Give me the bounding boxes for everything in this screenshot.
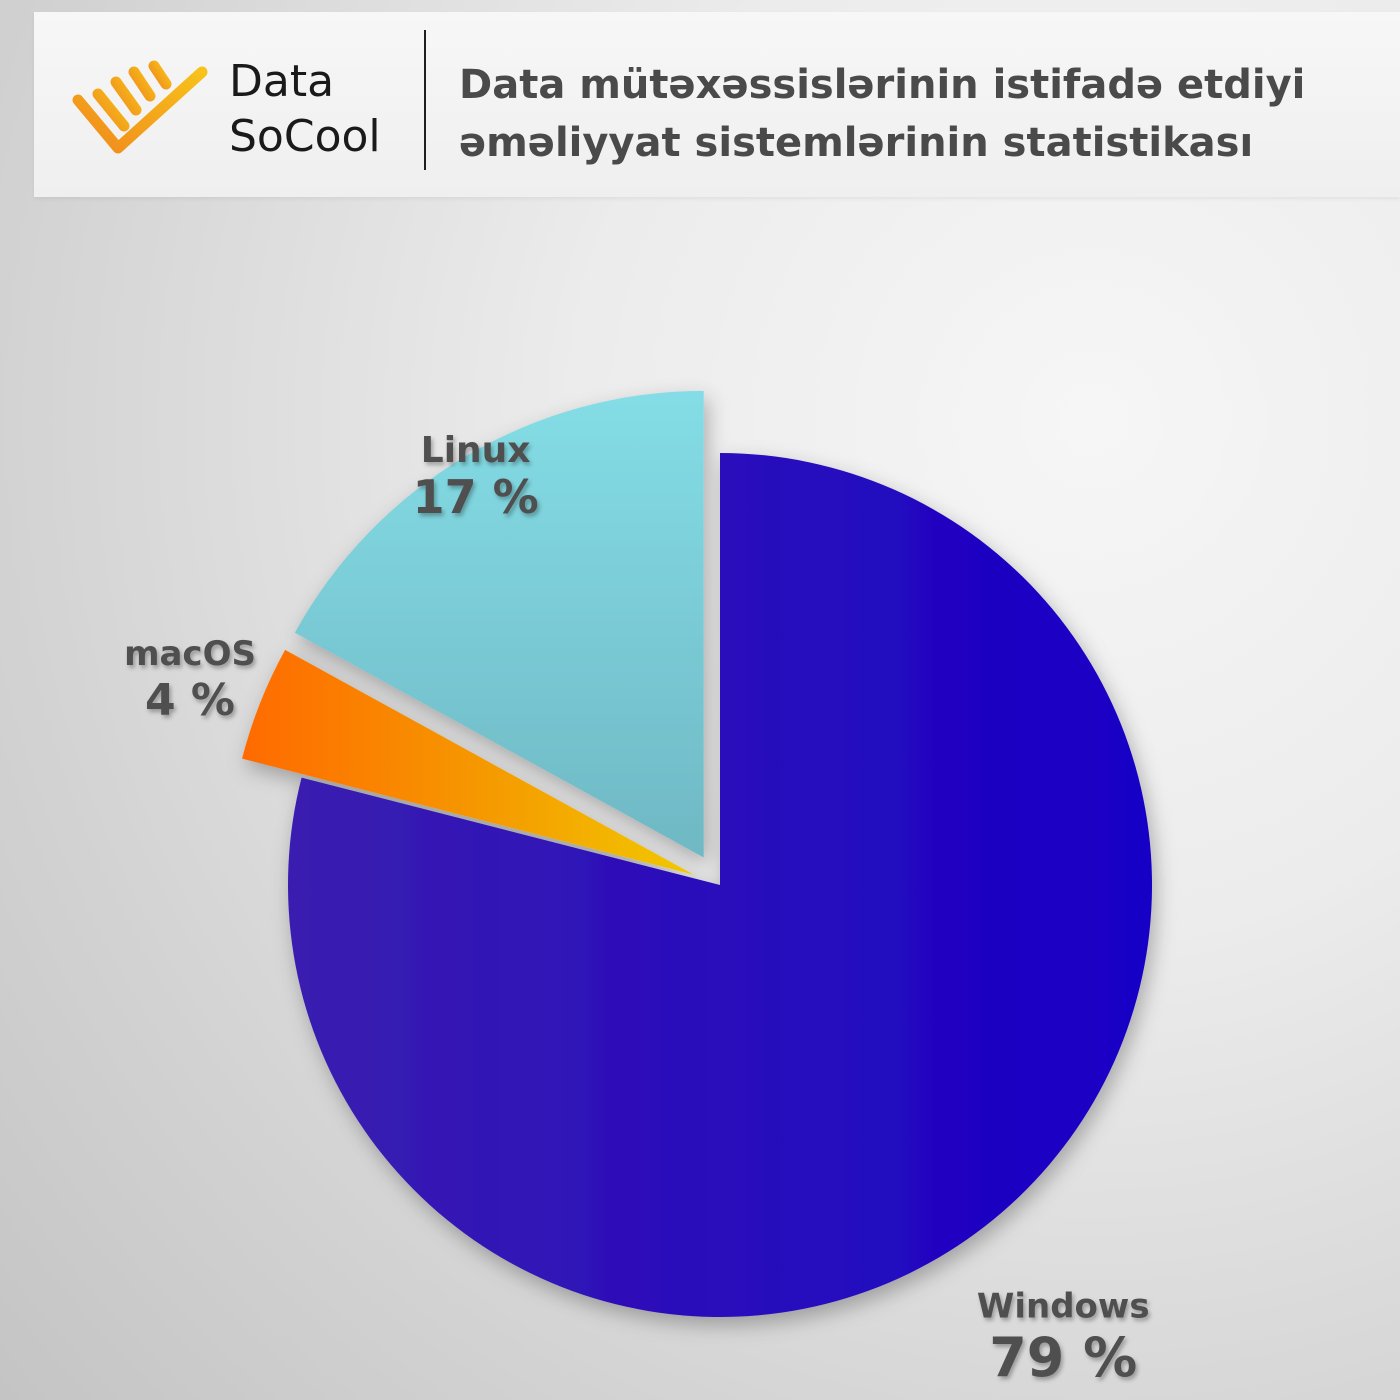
header-banner: Data SoCool Data mütəxəssislərinin istif…: [34, 12, 1400, 197]
pie-slice-linux: [294, 390, 704, 858]
datasocool-logo-icon: [72, 60, 208, 154]
pie-slice-windows: [288, 453, 1152, 1317]
brand-line-1: Data: [229, 56, 335, 107]
title-line-2: əməliyyat sistemlərinin statistikası: [459, 120, 1254, 166]
brand-line-2: SoCool: [229, 111, 381, 162]
slice-label-linux: Linux: [421, 430, 531, 471]
header-divider: [424, 30, 426, 170]
title-line-1: Data mütəxəssislərinin istifadə etdiyi: [459, 62, 1306, 108]
slice-label-macos: macOS: [124, 634, 256, 674]
slice-value-linux: 17 %: [413, 470, 539, 524]
pie-slice-macos: [242, 649, 694, 875]
slice-value-windows: 79 %: [989, 1326, 1137, 1389]
slice-value-macos: 4 %: [145, 675, 235, 726]
chart-title: Data mütəxəssislərinin istifadə etdiyi ə…: [459, 56, 1379, 172]
brand-name: Data SoCool: [229, 54, 381, 164]
slice-label-windows: Windows: [977, 1286, 1150, 1326]
